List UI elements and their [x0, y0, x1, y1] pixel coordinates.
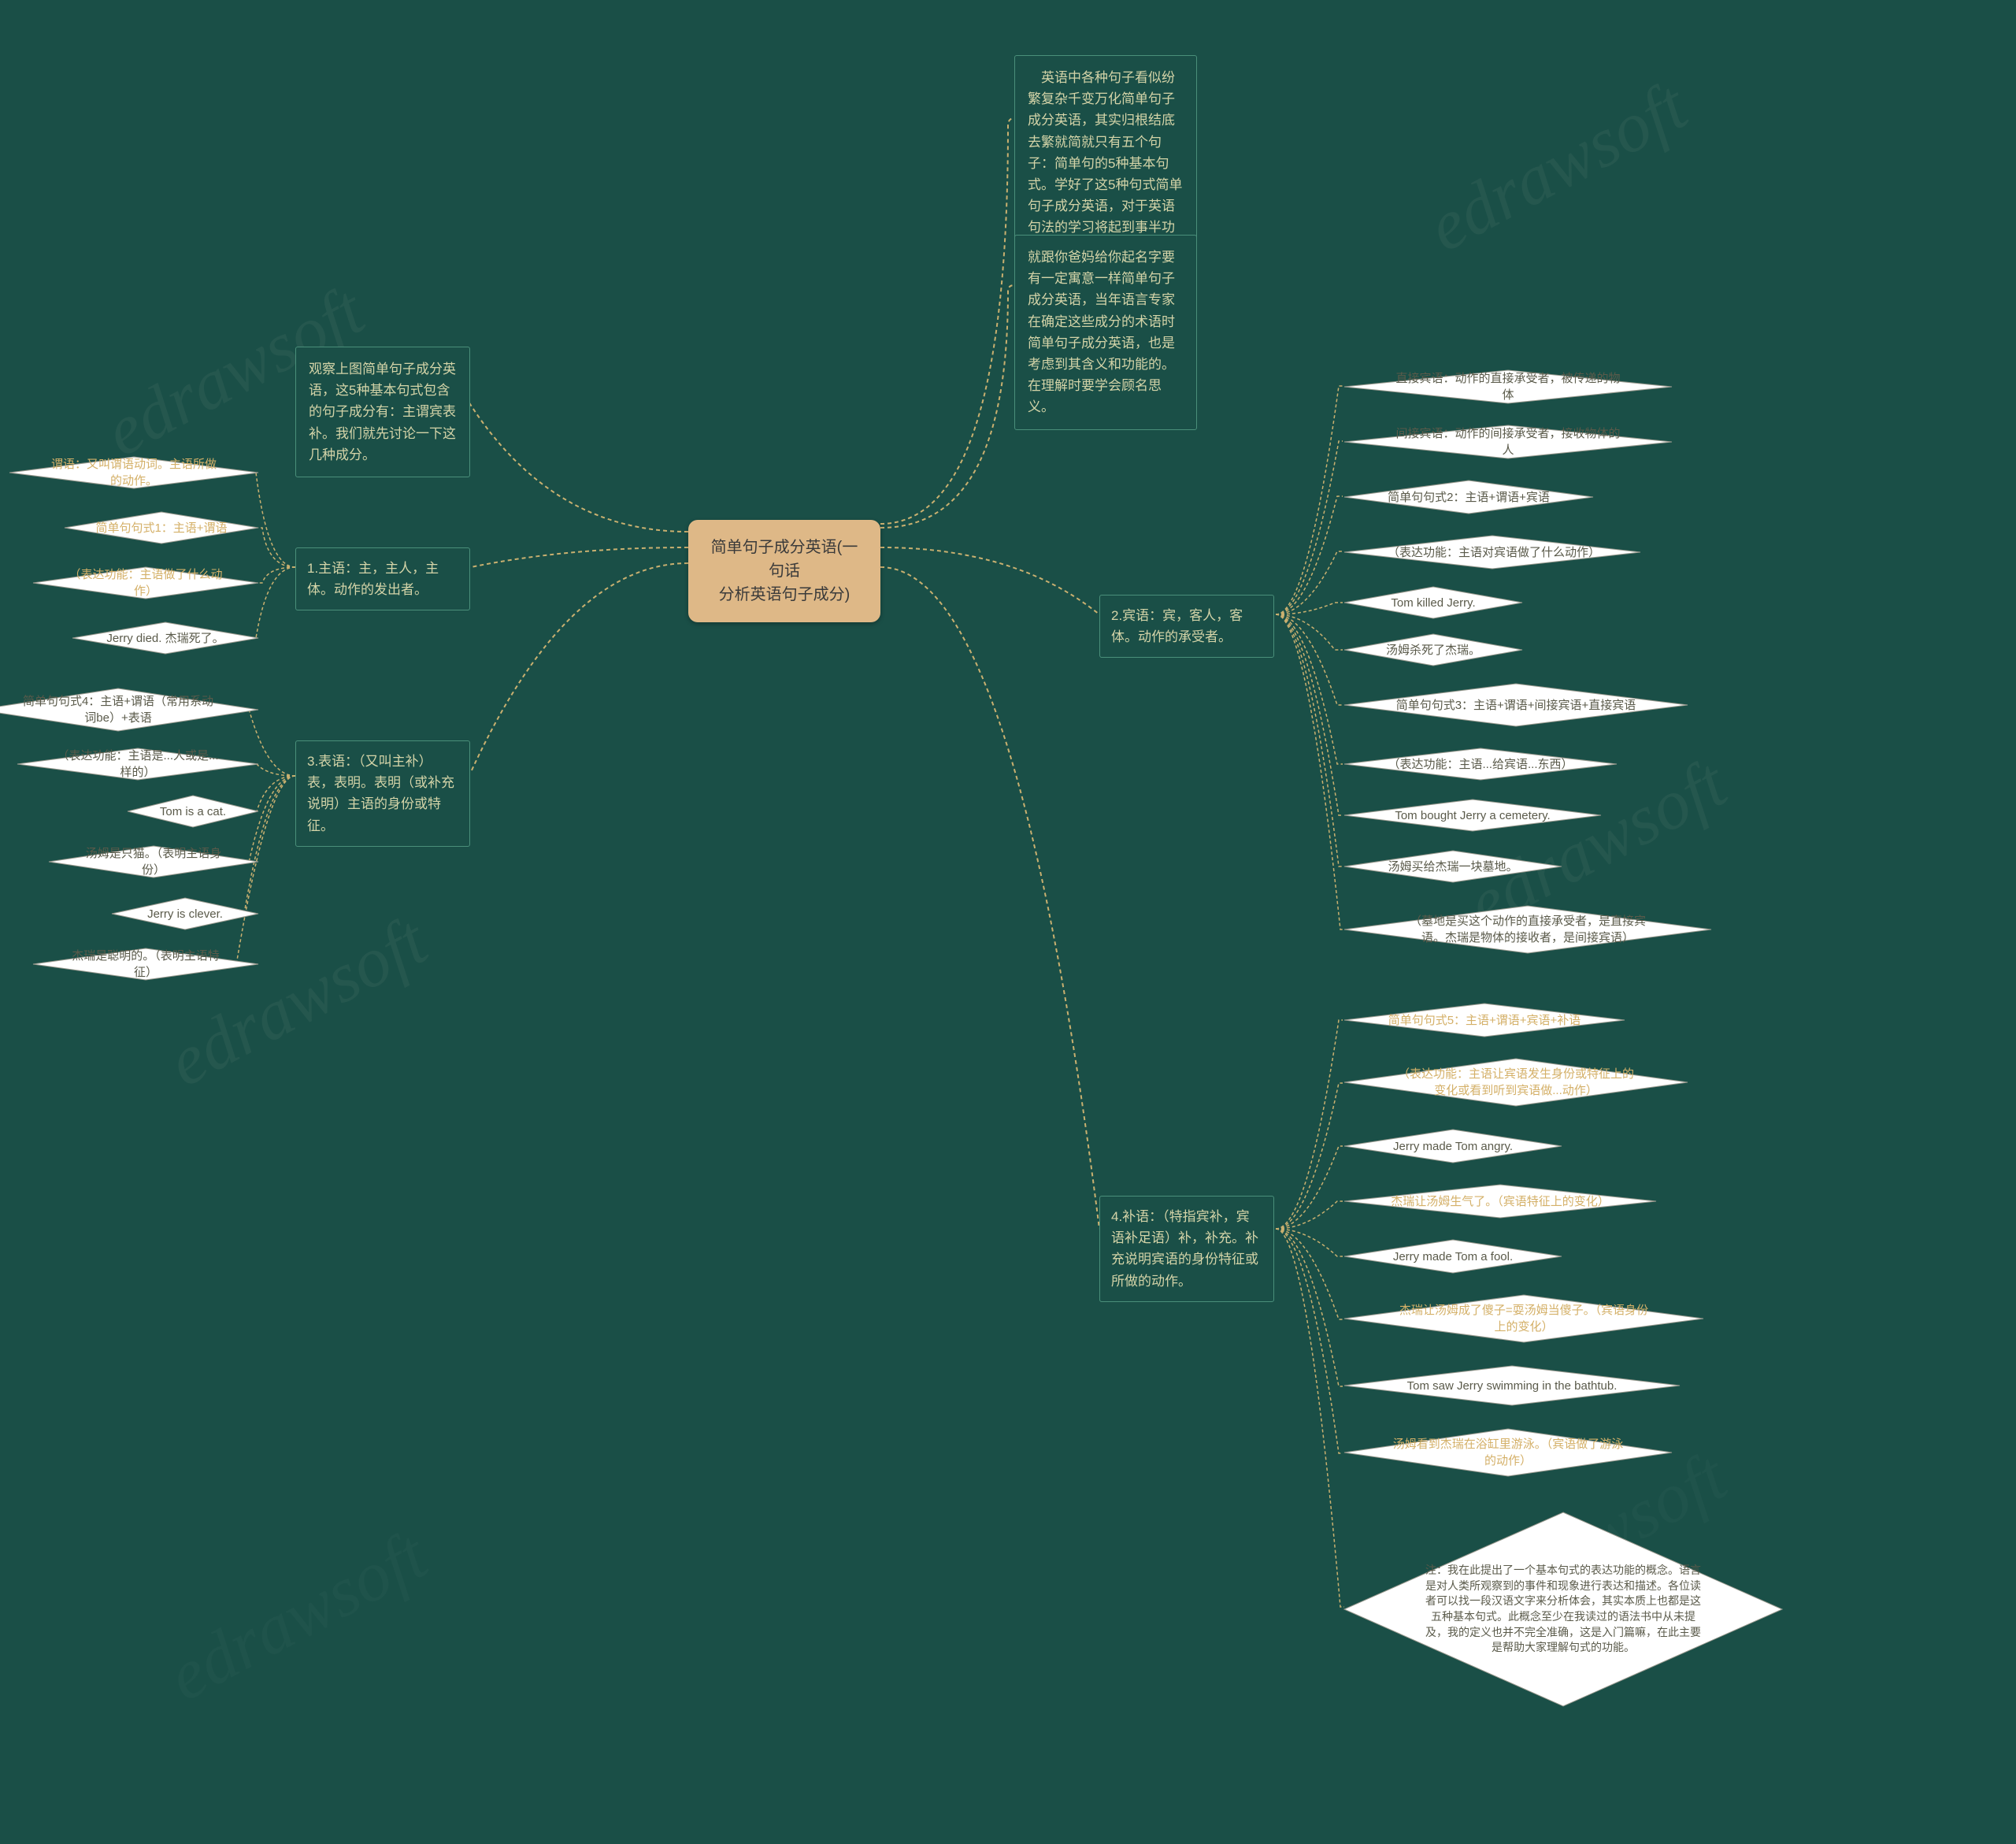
diamond-node: Jerry died. 杰瑞死了。 — [71, 621, 260, 655]
diamond-node: 汤姆买给杰瑞一块墓地。 — [1343, 849, 1563, 884]
diamond-label: 直接宾语：动作的直接承受者，被传递的物体 — [1343, 369, 1673, 405]
diamond-node: 间接宾语：动作的间接承受者，接收物体的人 — [1343, 424, 1673, 460]
diamond-label: Jerry died. 杰瑞死了。 — [71, 621, 260, 655]
diamond-node: （墓地是买这个动作的直接承受者，是直接宾语。杰瑞是物体的接收者，是间接宾语） — [1343, 904, 1713, 955]
diamond-node: 简单句句式1：主语+谓语 — [63, 510, 260, 545]
diamond-label: 简单句句式2：主语+谓语+宾语 — [1343, 479, 1595, 515]
diamond-node: 直接宾语：动作的直接承受者，被传递的物体 — [1343, 369, 1673, 405]
diamond-label: Jerry made Tom angry. — [1343, 1128, 1563, 1164]
diamond-node: 杰瑞是聪明的。（表明主语特征） — [32, 947, 260, 981]
right-branch-2-label: 2.宾语：宾，客人，客体。动作的承受者。 — [1111, 608, 1243, 644]
diamond-node: 简单句句式2：主语+谓语+宾语 — [1343, 479, 1595, 515]
diamond-label: 谓语：又叫谓语动词。主语所做的动作。 — [8, 455, 260, 490]
diamond-label: Jerry made Tom a fool. — [1343, 1238, 1563, 1274]
left-branch-3-label: 3.表语：（又叫主补）表，表明。表明（或补充说明）主语的身份或特征。 — [307, 754, 454, 833]
diamond-label: Tom bought Jerry a cemetery. — [1343, 798, 1603, 833]
diamond-label: （墓地是买这个动作的直接承受者，是直接宾语。杰瑞是物体的接收者，是间接宾语） — [1343, 904, 1713, 955]
diamond-label: 简单句句式3：主语+谓语+间接宾语+直接宾语 — [1343, 682, 1689, 728]
diamond-label: 汤姆买给杰瑞一块墓地。 — [1343, 849, 1563, 884]
diamond-node: （表达功能：主语对宾语做了什么动作） — [1343, 534, 1642, 570]
diamond-node: 杰瑞让汤姆成了傻子=耍汤姆当傻子。（宾语身份上的变化） — [1343, 1293, 1705, 1344]
diamond-node: Tom saw Jerry swimming in the bathtub. — [1343, 1364, 1681, 1407]
diamond-label: 杰瑞让汤姆成了傻子=耍汤姆当傻子。（宾语身份上的变化） — [1343, 1293, 1705, 1344]
diamond-node: 简单句句式3：主语+谓语+间接宾语+直接宾语 — [1343, 682, 1689, 728]
diamond-label: 汤姆杀死了杰瑞。 — [1343, 633, 1524, 667]
diamond-node: （表达功能：主语做了什么动作） — [32, 566, 260, 600]
diamond-node: Jerry is clever. — [110, 896, 260, 931]
diamond-node: Jerry made Tom a fool. — [1343, 1238, 1563, 1274]
diamond-node: Tom killed Jerry. — [1343, 585, 1524, 620]
right-branch-4: 4.补语：（特指宾补，宾语补足语）补，补充。补充说明宾语的身份特征或所做的动作。 — [1099, 1196, 1274, 1302]
diamond-node: 汤姆看到杰瑞在浴缸里游泳。（宾语做了游泳的动作） — [1343, 1427, 1673, 1478]
left-branch-1-label: 1.主语：主，主人，主体。动作的发出者。 — [307, 561, 439, 597]
diamond-label: Tom is a cat. — [126, 794, 260, 829]
diamond-label: Tom saw Jerry swimming in the bathtub. — [1343, 1364, 1681, 1407]
watermark: edrawsoft — [1415, 65, 1700, 269]
diamond-node: 谓语：又叫谓语动词。主语所做的动作。 — [8, 455, 260, 490]
diamond-label: Jerry is clever. — [110, 896, 260, 931]
left-branch-1: 1.主语：主，主人，主体。动作的发出者。 — [295, 547, 470, 610]
diamond-node: （表达功能：主语是...人或是...样的） — [16, 747, 260, 781]
diamond-label: （表达功能：主语是...人或是...样的） — [16, 747, 260, 781]
right-intro-2-text: 就跟你爸妈给你起名字要有一定寓意一样简单句子成分英语，当年语言专家在确定这些成分… — [1028, 250, 1175, 414]
right-branch-2: 2.宾语：宾，客人，客体。动作的承受者。 — [1099, 595, 1274, 658]
diamond-label: 汤姆看到杰瑞在浴缸里游泳。（宾语做了游泳的动作） — [1343, 1427, 1673, 1478]
diamond-node: 汤姆是只猫。（表明主语身份） — [47, 844, 260, 879]
diamond-node: Tom bought Jerry a cemetery. — [1343, 798, 1603, 833]
diamond-node: 汤姆杀死了杰瑞。 — [1343, 633, 1524, 667]
diamond-node: （表达功能：主语让宾语发生身份或特征上的变化或看到听到宾语做...动作） — [1343, 1057, 1689, 1108]
diamond-label: Tom killed Jerry. — [1343, 585, 1524, 620]
right-intro-1-text: 英语中各种句子看似纷繁复杂千变万化简单句子成分英语，其实归根结底去繁就简就只有五… — [1028, 70, 1182, 257]
diamond-label: 简单句句式1：主语+谓语 — [63, 510, 260, 545]
diamond-node: 杰瑞让汤姆生气了。（宾语特征上的变化） — [1343, 1183, 1658, 1219]
right-branch-4-label: 4.补语：（特指宾补，宾语补足语）补，补充。补充说明宾语的身份特征或所做的动作。 — [1111, 1209, 1258, 1289]
root-label: 简单句子成分英语(一句话 分析英语句子成分) — [711, 539, 858, 603]
diamond-label: （表达功能：主语对宾语做了什么动作） — [1343, 534, 1642, 570]
diamond-node: Jerry made Tom angry. — [1343, 1128, 1563, 1164]
diamond-node: 简单句句式4：主语+谓语（常用系动词be）+表语 — [0, 687, 260, 733]
left-branch-3: 3.表语：（又叫主补）表，表明。表明（或补充说明）主语的身份或特征。 — [295, 740, 470, 847]
diamond-label: 简单句句式4：主语+谓语（常用系动词be）+表语 — [0, 687, 260, 733]
left-intro-text: 观察上图简单句子成分英语，这5种基本句式包含的句子成分有：主谓宾表补。我们就先讨… — [309, 362, 456, 462]
diamond-label: 杰瑞让汤姆生气了。（宾语特征上的变化） — [1343, 1183, 1658, 1219]
diamond-label: （表达功能：主语让宾语发生身份或特征上的变化或看到听到宾语做...动作） — [1343, 1057, 1689, 1108]
diamond-label: 汤姆是只猫。（表明主语身份） — [47, 844, 260, 879]
diamond-label: 间接宾语：动作的间接承受者，接收物体的人 — [1343, 424, 1673, 460]
diamond-node: （表达功能：主语...给宾语...东西） — [1343, 747, 1618, 781]
diamond-label: 杰瑞是聪明的。（表明主语特征） — [32, 947, 260, 981]
diamond-node: Tom is a cat. — [126, 794, 260, 829]
diamond-node: 注：我在此提出了一个基本句式的表达功能的概念。语言是对人类所观察到的事件和现象进… — [1343, 1511, 1784, 1708]
diamond-label: 注：我在此提出了一个基本句式的表达功能的概念。语言是对人类所观察到的事件和现象进… — [1343, 1511, 1784, 1708]
diamond-node: 简单句句式5：主语+谓语+宾语+补语 — [1343, 1002, 1626, 1038]
root-node: 简单句子成分英语(一句话 分析英语句子成分) — [688, 520, 880, 622]
diamond-label: （表达功能：主语做了什么动作） — [32, 566, 260, 600]
diamond-label: （表达功能：主语...给宾语...东西） — [1343, 747, 1618, 781]
right-intro-2: 就跟你爸妈给你起名字要有一定寓意一样简单句子成分英语，当年语言专家在确定这些成分… — [1014, 235, 1197, 430]
diamond-label: 简单句句式5：主语+谓语+宾语+补语 — [1343, 1002, 1626, 1038]
watermark: edrawsoft — [155, 1515, 440, 1718]
left-intro: 观察上图简单句子成分英语，这5种基本句式包含的句子成分有：主谓宾表补。我们就先讨… — [295, 347, 470, 477]
